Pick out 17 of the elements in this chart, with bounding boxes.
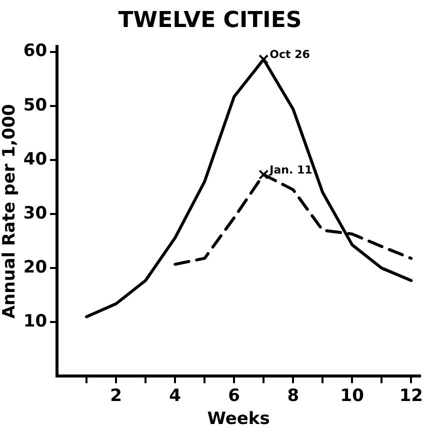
x-tick-label: 2 <box>110 386 122 406</box>
y-tick-label: 30 <box>23 203 48 224</box>
x-tick-label: 6 <box>228 386 240 406</box>
y-tick-label: 40 <box>23 149 48 170</box>
annotation: Jan. 11 <box>268 163 312 176</box>
annotation: Oct 26 <box>270 48 310 62</box>
x-tick-label: 8 <box>287 386 300 406</box>
chart-title: TWELVE CITIES <box>118 8 302 33</box>
y-tick-label: 10 <box>23 312 48 332</box>
y-axis-title: Annual Rate per 1,000 <box>0 104 20 319</box>
x-tick-label: 12 <box>399 386 423 406</box>
x-axis-title: Weeks <box>207 409 270 430</box>
x-tick-label: 4 <box>169 386 182 406</box>
y-tick-label: 50 <box>23 95 48 116</box>
x-tick-label: 10 <box>340 386 364 406</box>
y-tick-label: 20 <box>23 257 48 278</box>
y-tick-label: 60 <box>23 41 48 62</box>
